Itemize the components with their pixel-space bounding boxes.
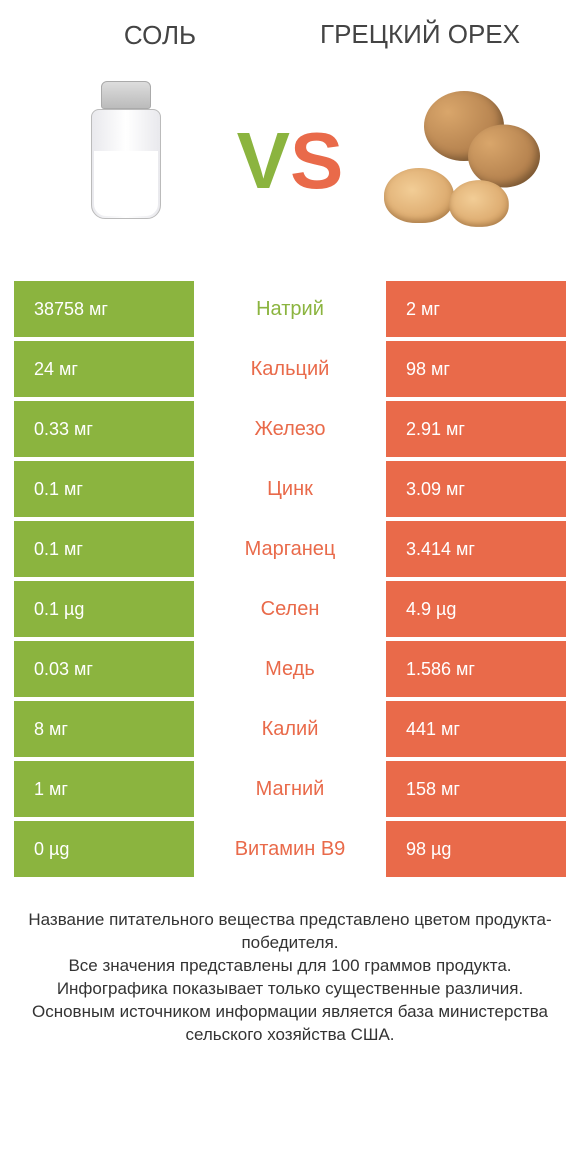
- footer-note: Название питательного вещества представл…: [0, 881, 580, 1047]
- nutrient-name: Кальций: [194, 341, 386, 397]
- right-value: 158 мг: [386, 761, 566, 817]
- nutrient-name: Марганец: [194, 521, 386, 577]
- nutrient-name: Калий: [194, 701, 386, 757]
- left-value: 0.33 мг: [14, 401, 194, 457]
- nutrient-name: Магний: [194, 761, 386, 817]
- nutrient-name: Натрий: [194, 281, 386, 337]
- footer-line-2: Все значения представлены для 100 граммо…: [22, 955, 558, 978]
- left-product-icon: [46, 71, 206, 251]
- nutrient-name: Селен: [194, 581, 386, 637]
- right-value: 3.414 мг: [386, 521, 566, 577]
- left-value: 38758 мг: [14, 281, 194, 337]
- nutrient-name: Цинк: [194, 461, 386, 517]
- left-value: 24 мг: [14, 341, 194, 397]
- table-row: 0.1 мгЦинк3.09 мг: [14, 461, 566, 517]
- table-row: 0.33 мгЖелезо2.91 мг: [14, 401, 566, 457]
- right-value: 3.09 мг: [386, 461, 566, 517]
- left-value: 0.1 мг: [14, 461, 194, 517]
- footer-line-1: Название питательного вещества представл…: [22, 909, 558, 955]
- left-value: 8 мг: [14, 701, 194, 757]
- right-product-icon: [374, 71, 534, 251]
- left-value: 0.1 мг: [14, 521, 194, 577]
- right-value: 2.91 мг: [386, 401, 566, 457]
- images-row: VS: [0, 61, 580, 281]
- title-left: Соль: [30, 20, 290, 51]
- title-right: Грецкий орех: [290, 20, 550, 49]
- table-row: 24 мгКальций98 мг: [14, 341, 566, 397]
- left-value: 0.03 мг: [14, 641, 194, 697]
- table-row: 1 мгМагний158 мг: [14, 761, 566, 817]
- table-row: 8 мгКалий441 мг: [14, 701, 566, 757]
- table-row: 0.03 мгМедь1.586 мг: [14, 641, 566, 697]
- nutrient-name: Витамин B9: [194, 821, 386, 877]
- table-row: 38758 мгНатрий2 мг: [14, 281, 566, 337]
- right-value: 1.586 мг: [386, 641, 566, 697]
- left-value: 0 µg: [14, 821, 194, 877]
- right-value: 4.9 µg: [386, 581, 566, 637]
- left-value: 1 мг: [14, 761, 194, 817]
- nutrient-name: Железо: [194, 401, 386, 457]
- footer-line-4: Основным источником информации является …: [22, 1001, 558, 1047]
- vs-v: V: [237, 116, 290, 205]
- right-value: 98 мг: [386, 341, 566, 397]
- right-value: 2 мг: [386, 281, 566, 337]
- footer-line-3: Инфографика показывает только существенн…: [22, 978, 558, 1001]
- header: Соль Грецкий орех: [0, 0, 580, 61]
- table-row: 0.1 µgСелен4.9 µg: [14, 581, 566, 637]
- vs-s: S: [290, 116, 343, 205]
- comparison-table: 38758 мгНатрий2 мг24 мгКальций98 мг0.33 …: [14, 281, 566, 877]
- right-value: 98 µg: [386, 821, 566, 877]
- vs-label: VS: [237, 121, 344, 201]
- left-value: 0.1 µg: [14, 581, 194, 637]
- table-row: 0.1 мгМарганец3.414 мг: [14, 521, 566, 577]
- nutrient-name: Медь: [194, 641, 386, 697]
- table-row: 0 µgВитамин B998 µg: [14, 821, 566, 877]
- right-value: 441 мг: [386, 701, 566, 757]
